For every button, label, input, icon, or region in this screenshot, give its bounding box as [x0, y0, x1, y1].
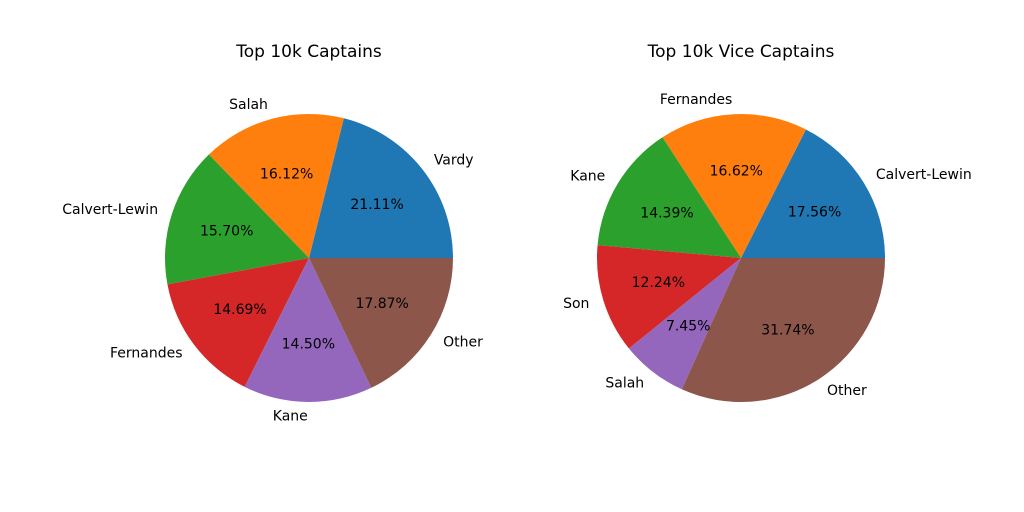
vice-captains-pct-label-fernandes: 16.62% [710, 164, 763, 180]
captains-pct-label-salah: 16.12% [260, 167, 313, 183]
captains-pct-label-fernandes: 14.69% [213, 302, 266, 318]
captains-slice-label-salah: Salah [229, 97, 268, 113]
vice-captains-slice-other [681, 258, 885, 403]
vice-captains-chart-title: Top 10k Vice Captains [647, 42, 835, 62]
vice-captains-pie-chart: Top 10k Vice Captains 17.56% Calvert-Lewi… [563, 42, 972, 403]
captains-slice-label-kane: Kane [273, 408, 308, 424]
captains-slice-calvert-lewin [164, 154, 309, 285]
vice-captains-slice-kane [597, 137, 741, 258]
captains-pie-chart: Top 10k Captains 21.11% Vardy 16.12% Salah 1… [62, 42, 483, 424]
vice-captains-pct-label-kane: 14.39% [640, 205, 693, 221]
vice-captains-slice-label-salah: Salah [605, 375, 644, 391]
captains-pct-label-other: 17.87% [355, 296, 408, 312]
vice-captains-slice-label-other: Other [827, 383, 867, 399]
captains-labels: 21.11% Vardy 16.12% Salah 15.70% Calvert-Lewi… [62, 97, 483, 424]
vice-captains-pct-label-calvert-lewin: 17.56% [788, 205, 841, 221]
vice-captains-slice-salah [628, 258, 741, 390]
captains-slice-label-other: Other [443, 334, 483, 350]
captains-slice-vardy [309, 118, 453, 258]
captains-slice-other [309, 258, 453, 388]
captains-slices [164, 114, 453, 403]
captains-slice-fernandes [167, 258, 309, 387]
captains-slice-kane [244, 258, 372, 403]
captains-pct-label-kane: 14.50% [282, 336, 335, 352]
captains-slice-label-fernandes: Fernandes [110, 345, 183, 361]
captains-pct-label-vardy: 21.11% [350, 197, 403, 213]
captains-pct-label-calvert-lewin: 15.70% [200, 224, 253, 240]
vice-captains-slice-label-kane: Kane [570, 168, 605, 184]
vice-captains-slice-son [596, 245, 741, 349]
captains-slice-label-vardy: Vardy [434, 152, 474, 168]
captains-chart-title: Top 10k Captains [235, 42, 382, 62]
vice-captains-slice-label-calvert-lewin: Calvert-Lewin [876, 167, 972, 183]
vice-captains-labels: 17.56% Calvert-Lewin 16.62% Fernandes 14.39%… [563, 92, 972, 399]
vice-captains-slice-calvert-lewin [741, 129, 885, 258]
vice-captains-slice-label-fernandes: Fernandes [660, 92, 733, 108]
vice-captains-pct-label-salah: 7.45% [666, 318, 710, 334]
vice-captains-slice-label-son: Son [563, 296, 589, 312]
captains-slice-label-calvert-lewin: Calvert-Lewin [62, 202, 158, 218]
vice-captains-pct-label-other: 31.74% [761, 323, 814, 339]
vice-captains-pct-label-son: 12.24% [632, 275, 685, 291]
vice-captains-slice-fernandes [662, 114, 806, 259]
vice-captains-slices [596, 114, 885, 403]
captains-slice-salah [208, 114, 344, 258]
